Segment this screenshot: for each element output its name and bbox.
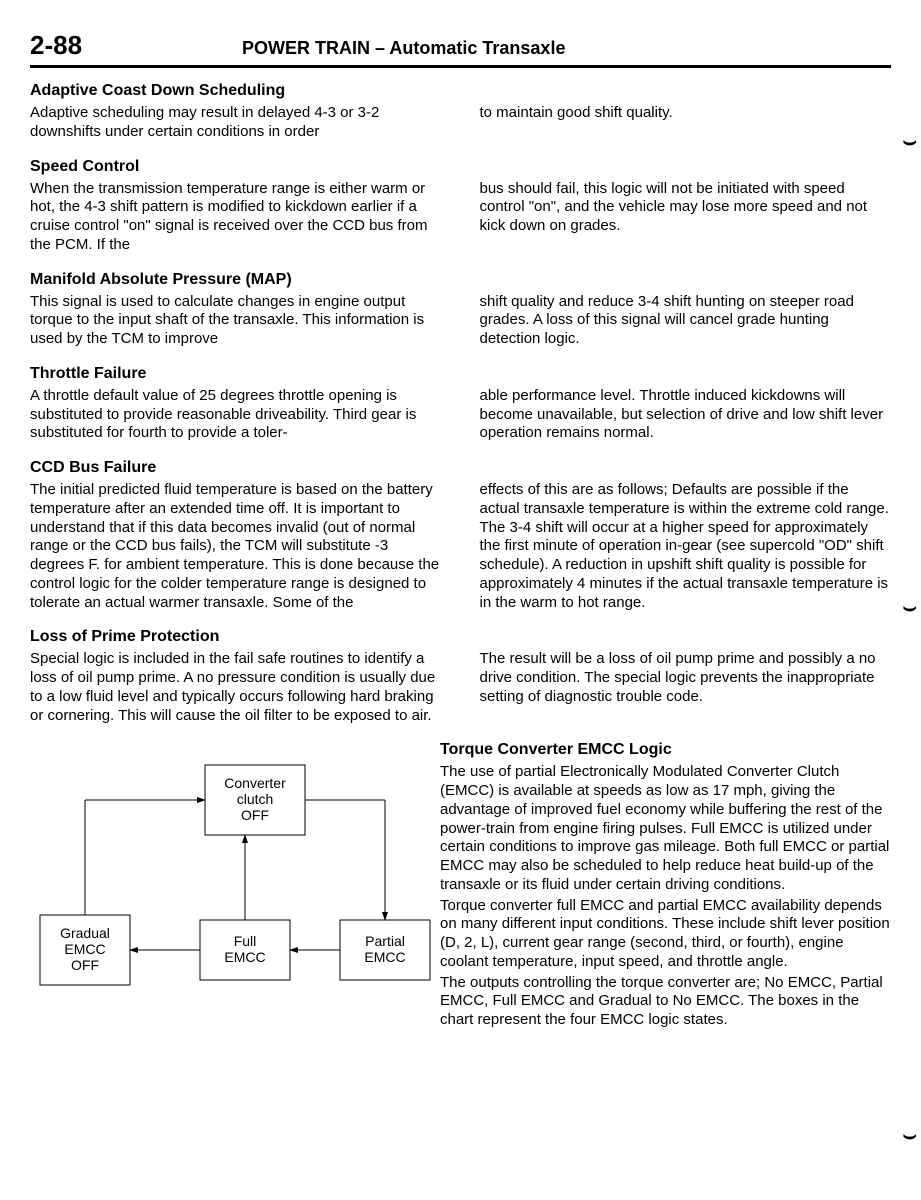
svg-text:Converter: Converter	[224, 775, 286, 791]
section-speed: Speed Control When the transmission temp…	[30, 158, 891, 255]
section-map: Manifold Absolute Pressure (MAP) This si…	[30, 271, 891, 349]
section-adaptive: Adaptive Coast Down Scheduling Adaptive …	[30, 82, 891, 142]
svg-text:OFF: OFF	[71, 957, 99, 973]
svg-text:EMCC: EMCC	[224, 949, 265, 965]
page-number: 2-88	[30, 30, 82, 61]
svg-text:Gradual: Gradual	[60, 925, 110, 941]
page-title: POWER TRAIN – Automatic Transaxle	[242, 38, 565, 59]
body-left: Special logic is included in the fail sa…	[30, 650, 442, 725]
margin-mark-icon: ⌣	[903, 1122, 917, 1148]
section-throttle: Throttle Failure A throttle default valu…	[30, 365, 891, 443]
emcc-diagram: ConverterclutchOFFGradualEMCCOFFFullEMCC…	[30, 741, 440, 1030]
svg-text:EMCC: EMCC	[364, 949, 405, 965]
svg-text:OFF: OFF	[241, 807, 269, 823]
page-header: 2-88 POWER TRAIN – Automatic Transaxle	[30, 30, 891, 68]
svg-text:clutch: clutch	[237, 791, 274, 807]
emcc-flowchart: ConverterclutchOFFGradualEMCCOFFFullEMCC…	[30, 745, 440, 1010]
body-left: The initial predicted fluid temperature …	[30, 481, 442, 612]
section-title: Speed Control	[30, 158, 891, 176]
emcc-text: Torque Converter EMCC Logic The use of p…	[440, 741, 891, 1030]
body-left: When the transmission temperature range …	[30, 180, 442, 255]
emcc-p1: The use of partial Electronically Modula…	[440, 763, 891, 894]
emcc-p3: The outputs controlling the torque conve…	[440, 974, 891, 1030]
body-right: The result will be a loss of oil pump pr…	[480, 650, 892, 725]
section-title: Loss of Prime Protection	[30, 628, 891, 646]
svg-text:Full: Full	[234, 933, 257, 949]
body-left: Adaptive scheduling may result in delaye…	[30, 104, 442, 142]
svg-text:Partial: Partial	[365, 933, 405, 949]
emcc-row: ConverterclutchOFFGradualEMCCOFFFullEMCC…	[30, 741, 891, 1030]
section-title: Manifold Absolute Pressure (MAP)	[30, 271, 891, 289]
section-title: Throttle Failure	[30, 365, 891, 383]
section-title: CCD Bus Failure	[30, 459, 891, 477]
body-right: able performance level. Throttle induced…	[480, 387, 892, 443]
body-left: A throttle default value of 25 degrees t…	[30, 387, 442, 443]
body-left: This signal is used to calculate changes…	[30, 293, 442, 349]
body-right: bus should fail, this logic will not be …	[480, 180, 892, 255]
section-title: Adaptive Coast Down Scheduling	[30, 82, 891, 100]
section-prime: Loss of Prime Protection Special logic i…	[30, 628, 891, 725]
emcc-p2: Torque converter full EMCC and partial E…	[440, 897, 891, 972]
body-right: to maintain good shift quality.	[480, 104, 892, 142]
section-title: Torque Converter EMCC Logic	[440, 741, 891, 759]
body-right: effects of this are as follows; Defaults…	[480, 481, 892, 612]
svg-text:EMCC: EMCC	[64, 941, 105, 957]
margin-mark-icon: ⌣	[903, 594, 917, 620]
body-right: shift quality and reduce 3-4 shift hunti…	[480, 293, 892, 349]
margin-mark-icon: ⌣	[903, 128, 917, 154]
section-ccd: CCD Bus Failure The initial predicted fl…	[30, 459, 891, 612]
